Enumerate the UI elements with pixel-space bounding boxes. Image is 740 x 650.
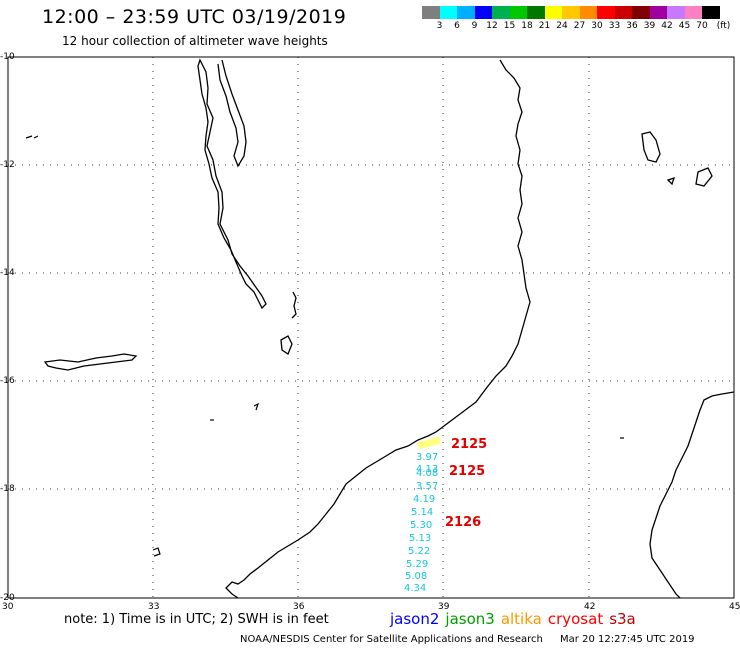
chart-subtitle: 12 hour collection of altimeter wave hei…: [62, 34, 328, 48]
legend-label: 30: [591, 21, 603, 31]
legend-label: 18: [521, 21, 533, 31]
legend-swatch: [562, 6, 580, 19]
legend-swatch: [474, 6, 492, 19]
satellite-altika: altika: [500, 610, 542, 628]
legend-label: 15: [503, 21, 516, 31]
satellite-s3a: s3a: [609, 610, 636, 628]
legend-swatch: [684, 6, 702, 19]
legend-label: 6: [454, 21, 460, 31]
satellite-legend: jason2 jason3 altika cryosat s3a: [390, 610, 642, 628]
small-lake-2: [253, 402, 260, 411]
swh-value: 4.34: [404, 583, 427, 594]
river-shire: [291, 291, 297, 319]
lake-malawi-outline: [197, 58, 267, 310]
map-frame: [7, 56, 735, 599]
legend-label: 33: [608, 21, 621, 31]
legend-swatch: [614, 6, 632, 19]
swh-value: 4.08: [416, 468, 439, 479]
footer-credit: NOAA/NESDIS Center for Satellite Applica…: [240, 634, 695, 645]
legend-label: 9: [471, 21, 478, 31]
longitude-label: 45: [729, 602, 740, 612]
longitude-label: 30: [2, 602, 14, 612]
swh-value: 5.14: [411, 507, 434, 518]
legend-swatch: [492, 6, 510, 19]
graticule: [8, 57, 734, 598]
wave-height-legend-labels: 3 6 9 12 15 18 21 24 27 30 33 36 39 42 45 70 (ft): [422, 21, 740, 35]
moheli-island: [666, 176, 676, 186]
swh-value: 5.13: [409, 533, 432, 544]
legend-swatch: [702, 6, 720, 19]
small-lake-1: [25, 135, 39, 139]
legend-swatch: [597, 6, 615, 19]
legend-label: 70: [696, 21, 708, 31]
longitude-label: 36: [293, 602, 305, 612]
wave-height-color-legend: [422, 6, 720, 19]
small-lake-4: [152, 547, 161, 557]
legend-swatch: [509, 6, 527, 19]
legend-label: 42: [661, 21, 673, 31]
mozambique-coastline: [225, 59, 531, 599]
pass-label: 2125: [449, 464, 486, 479]
grande-comore: [641, 131, 661, 163]
latitude-label: -12: [0, 160, 15, 170]
swh-value: 4.19: [413, 494, 436, 505]
legend-label: 27: [573, 21, 586, 31]
swh-value: 3.57: [416, 481, 439, 492]
satellite-jason3: jason3: [445, 610, 495, 628]
satellite-track-segment: [417, 436, 441, 450]
swh-value: 3.97: [416, 452, 439, 463]
pass-label: 2125: [451, 437, 488, 452]
longitude-label: 33: [148, 602, 160, 612]
latitude-label: -10: [0, 52, 15, 62]
lake-chilwa: [280, 335, 293, 355]
legend-label: 45: [678, 21, 691, 31]
latitude-label: -18: [0, 484, 15, 494]
latitude-label: -16: [0, 376, 15, 386]
pass-label: 2126: [445, 515, 482, 530]
legend-label: 36: [626, 21, 638, 31]
legend-swatch: [579, 6, 597, 19]
legend-swatch: [439, 6, 457, 19]
footer-note: note: 1) Time is in UTC; 2) SWH is in fe…: [64, 612, 329, 627]
swh-value: 5.08: [405, 571, 428, 582]
longitude-label: 42: [584, 602, 596, 612]
anjouan-island: [695, 167, 713, 187]
satellite-jason2: jason2: [390, 610, 440, 628]
legend-swatch: [632, 6, 650, 19]
legend-swatch: [422, 6, 440, 19]
legend-label: (ft): [716, 21, 731, 31]
satellite-cryosat: cryosat: [547, 610, 604, 628]
latitude-label: -20: [0, 593, 15, 603]
legend-swatch: [527, 6, 545, 19]
credit-text: NOAA/NESDIS Center for Satellite Applica…: [240, 634, 543, 645]
chart-title: 12:00 – 23:59 UTC 03/19/2019: [42, 6, 347, 28]
lake-cahora-bassa: [43, 353, 138, 371]
latitude-label: -14: [0, 268, 15, 278]
generation-timestamp: Mar 20 12:27:45 UTC 2019: [560, 634, 695, 645]
swh-value: 5.29: [406, 559, 429, 570]
legend-label: 21: [538, 21, 551, 31]
legend-label: 12: [486, 21, 498, 31]
longitude-label: 39: [438, 602, 450, 612]
madagascar-coastline: [649, 391, 735, 599]
legend-swatch: [667, 6, 685, 19]
swh-value: 5.22: [408, 546, 431, 557]
legend-label: 39: [643, 21, 656, 31]
legend-swatch: [649, 6, 667, 19]
legend-label: 3: [436, 21, 443, 31]
lake-malawi-north: [217, 59, 247, 168]
swh-value: 5.30: [410, 520, 433, 531]
legend-swatch: [544, 6, 562, 19]
swh-value: 4.13: [416, 464, 439, 475]
legend-swatch: [457, 6, 475, 19]
legend-label: 24: [556, 21, 568, 31]
